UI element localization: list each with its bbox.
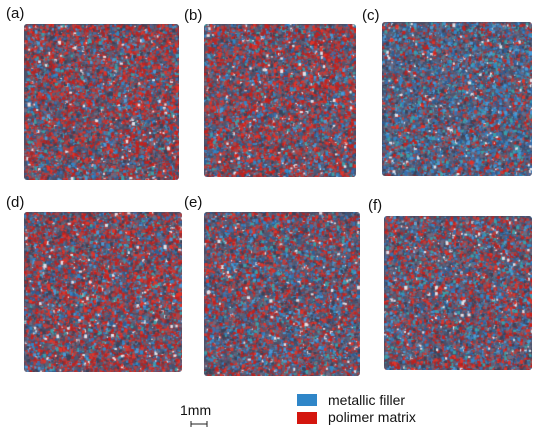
scale-bar (190, 421, 208, 427)
sample-image-e (204, 212, 360, 376)
sample-image-b (204, 24, 356, 177)
panel-label-d: (d) (6, 194, 25, 211)
legend-label-matrix: polimer matrix (328, 409, 416, 425)
panel-label-c: (c) (362, 7, 380, 24)
panel-label-b: (b) (184, 7, 203, 24)
sample-image-f (384, 216, 532, 370)
panel-label-f: (f) (368, 197, 383, 214)
sample-texture-e (204, 212, 360, 376)
sample-texture-f (384, 216, 532, 370)
sample-texture-d (24, 212, 182, 372)
sample-texture-b (204, 24, 356, 177)
sample-image-d (24, 212, 182, 372)
sample-texture-a (24, 24, 179, 180)
legend-label-filler: metallic filler (328, 392, 406, 408)
sample-image-c (382, 22, 532, 176)
sample-texture-c (382, 22, 532, 176)
legend-swatch-matrix (297, 412, 317, 424)
scale-label: 1mm (180, 402, 212, 418)
panel-label-e: (e) (184, 194, 203, 211)
legend-swatch-filler (297, 394, 317, 406)
panel-label-a: (a) (6, 5, 25, 22)
sample-image-a (24, 24, 179, 180)
